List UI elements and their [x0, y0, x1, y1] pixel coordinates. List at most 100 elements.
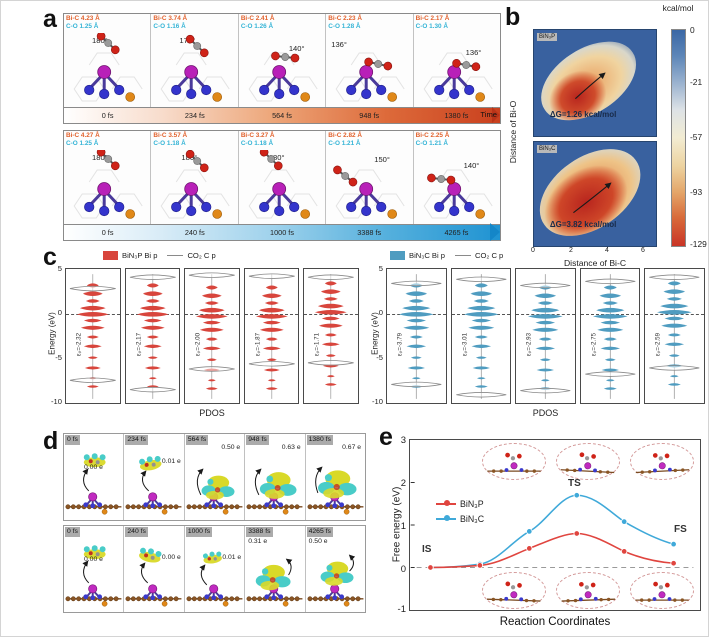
bi-c-distance: Bi-C 4.27 Å	[66, 132, 100, 139]
legend-marker	[436, 500, 456, 507]
fes-plot-binc: BiN₃C ΔG=3.82 kcal/mol 6 4 2 0	[533, 141, 657, 247]
is-label: IS	[422, 544, 432, 555]
time-tick: 1380 fs	[444, 111, 469, 120]
legend-label: BiN₃P Bi p	[122, 251, 158, 260]
molecule-inset	[556, 443, 620, 480]
legend-marker	[436, 515, 456, 522]
charge-snapshot: 1000 fs 0.01 e	[185, 526, 246, 612]
panel-b-ylabel: Distance of Bi-O	[508, 100, 518, 164]
c-o-distance: C-O 1.28 Å	[328, 23, 361, 30]
legend: BiN₃C Bi p CO₂ C p	[390, 251, 503, 260]
time-chip: 0 fs	[65, 527, 80, 537]
legend-label: BiN₃C	[460, 513, 485, 524]
time-tick: 3388 fs	[357, 228, 382, 237]
molecule-model	[160, 33, 232, 103]
charge-transfer-arrow	[196, 468, 204, 496]
p-band-center: εₚ=-3.01	[461, 332, 469, 357]
ytick: 5	[378, 264, 383, 273]
time-chip: 1000 fs	[185, 527, 213, 537]
charge-density-model	[185, 468, 243, 515]
time-chip: 234 fs	[125, 435, 148, 445]
panel-c-xlabel: PDOS	[199, 408, 225, 418]
legend-entry: BiN₃P	[436, 496, 484, 511]
c-o-distance: C-O 1.25 Å	[66, 140, 99, 147]
bi-c-distance: Bi-C 2.41 Å	[240, 15, 275, 22]
time-tick: 240 fs	[184, 228, 205, 237]
pdos-panel: εₚ=-3.79	[386, 268, 447, 404]
charge-transfer-arrow	[286, 558, 293, 576]
surface-tag: BiN₃C	[537, 145, 558, 154]
molecule-inset	[630, 443, 694, 480]
charge-density-model	[185, 550, 243, 607]
time-tick: 0 fs	[101, 228, 114, 237]
charge-snapshot: 948 fs 0.63 e	[245, 434, 306, 520]
charge-value: 0.31 e	[248, 538, 268, 545]
xtick: 4	[605, 247, 609, 254]
c-o-distance: C-O 1.21 Å	[328, 140, 361, 147]
colorbar-tick: -21	[690, 77, 703, 87]
charge-value: 0.00 e	[84, 556, 103, 563]
legend-label: BiN₃P	[460, 498, 484, 509]
pdos-panel: εₚ=-1.71	[303, 268, 359, 404]
time-chip: 240 fs	[125, 527, 148, 537]
colorbar-title: kcal/mol	[662, 3, 694, 13]
panel-d-row1: 0 fs 0.00 e 234 fs 0.01 e 564 fs 0.50 e	[63, 433, 366, 521]
colorbar-tick: -129	[690, 239, 707, 249]
charge-transfer-arrow	[139, 562, 149, 584]
delta-g-annotation: ΔG=3.82 kcal/mol	[549, 220, 617, 230]
ridge-arrow	[575, 72, 606, 100]
p-band-center: εₚ=-2.17	[135, 332, 143, 357]
fes-plot-binp: BiN₃P ΔG=1.26 kcal/mol 6 4 2 0	[533, 29, 657, 137]
bi-c-distance: Bi-C 4.23 Å	[66, 15, 100, 22]
legend-label: BiN₃C Bi p	[409, 251, 446, 260]
panel-c-left-group: BiN₃P Bi p CO₂ C p Energy (eV) 5 0 -5 -1…	[48, 251, 359, 429]
charge-snapshot: 3388 fs 0.31 e	[245, 526, 306, 612]
ytick: -5	[55, 353, 62, 362]
pdos-panel: εₚ=-2.17	[124, 268, 181, 404]
md-snapshot: Bi-C 3.27 Å C-O 1.18 Å 180°	[239, 131, 327, 224]
pdos-curve	[649, 274, 701, 399]
ts-label: TS	[568, 478, 581, 489]
panel-a-label: a	[43, 5, 57, 33]
charge-value: 0.00 e	[161, 554, 181, 561]
panel-a: Bi-C 4.23 Å C-O 1.25 Å 180° Bi-C 3.74 Å …	[63, 13, 503, 245]
pdos-panel: εₚ=-1.87	[243, 268, 300, 404]
molecule-model	[334, 51, 406, 103]
binp-markers	[427, 530, 677, 571]
co2-molecule	[181, 33, 214, 59]
time-tick: 0 fs	[101, 111, 114, 120]
bi-c-distance: Bi-C 2.25 Å	[415, 132, 450, 139]
panel-e-xlabel: Reaction Coordinates	[499, 616, 611, 628]
ytick: -1	[397, 604, 406, 615]
charge-density-model	[65, 453, 123, 515]
ytick: -5	[376, 353, 383, 362]
isosurface	[255, 564, 291, 591]
md-snapshot: Bi-C 3.57 Å C-O 1.18 Å 180°	[151, 131, 239, 224]
isosurface	[260, 472, 297, 499]
ytick: 1	[400, 521, 406, 532]
panel-a-row1: Bi-C 4.23 Å C-O 1.25 Å 180° Bi-C 3.74 Å …	[63, 13, 501, 124]
charge-transfer-arrow	[199, 564, 207, 586]
time-chip: 948 fs	[246, 435, 269, 445]
p-band-center: εₚ=-2.00	[194, 332, 202, 357]
molecule-inset	[556, 572, 620, 609]
molecule-inset	[630, 572, 694, 609]
pdos-curve	[390, 274, 442, 399]
panel-b-xlabel: Distance of Bi-C	[563, 258, 627, 268]
c-o-distance: C-O 1.18 Å	[153, 140, 186, 147]
pdos-curve	[584, 274, 636, 399]
charge-density-model	[125, 546, 183, 607]
isosurface	[202, 550, 223, 565]
charge-value: 0.50 e	[221, 444, 241, 451]
pdos-panel: εₚ=-3.01	[450, 268, 512, 404]
charge-density-model	[246, 468, 304, 515]
time-chip: 0 fs	[65, 435, 80, 445]
time-chip: 564 fs	[185, 435, 209, 445]
pdos-panel: εₚ=-2.93	[515, 268, 576, 404]
fs-label: FS	[674, 524, 687, 535]
molecule-model	[422, 51, 494, 103]
md-snapshot: Bi-C 4.27 Å C-O 1.25 Å 180°	[64, 131, 152, 224]
molecule-inset	[482, 572, 546, 609]
charge-snapshot: 564 fs 0.50 e	[185, 434, 246, 520]
